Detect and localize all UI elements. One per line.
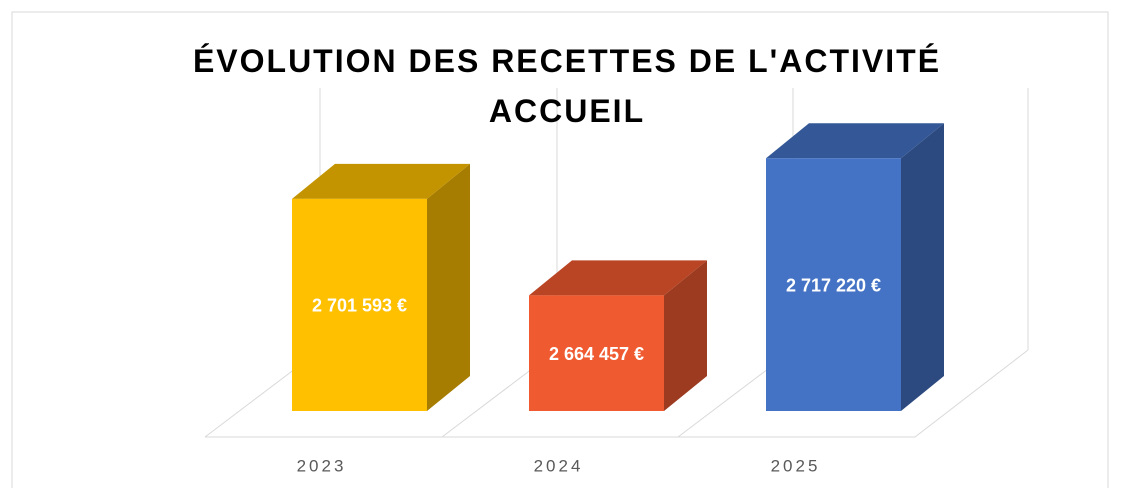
data-label: 2 664 457 € bbox=[549, 344, 644, 364]
x-tick-label: 2025 bbox=[771, 456, 821, 475]
bar-side bbox=[901, 123, 944, 411]
bar bbox=[529, 260, 707, 411]
bar-front bbox=[529, 295, 664, 411]
data-label: 2 701 593 € bbox=[312, 296, 407, 316]
data-label: 2 717 220 € bbox=[786, 275, 881, 295]
bar-top bbox=[529, 260, 707, 296]
x-tick-label: 2023 bbox=[297, 456, 347, 475]
bar-front bbox=[766, 158, 901, 411]
bar-side bbox=[427, 163, 470, 411]
bar-side bbox=[664, 260, 707, 411]
bar bbox=[766, 123, 944, 411]
chart-border bbox=[11, 11, 1109, 488]
bar-front bbox=[292, 198, 427, 411]
bar bbox=[292, 163, 470, 411]
chart-title: ÉVOLUTION DES RECETTES DE L'ACTIVITÉ ACC… bbox=[192, 43, 942, 129]
bar-top bbox=[766, 123, 944, 159]
bar-top bbox=[292, 163, 470, 199]
x-tick-label: 2024 bbox=[534, 456, 584, 475]
